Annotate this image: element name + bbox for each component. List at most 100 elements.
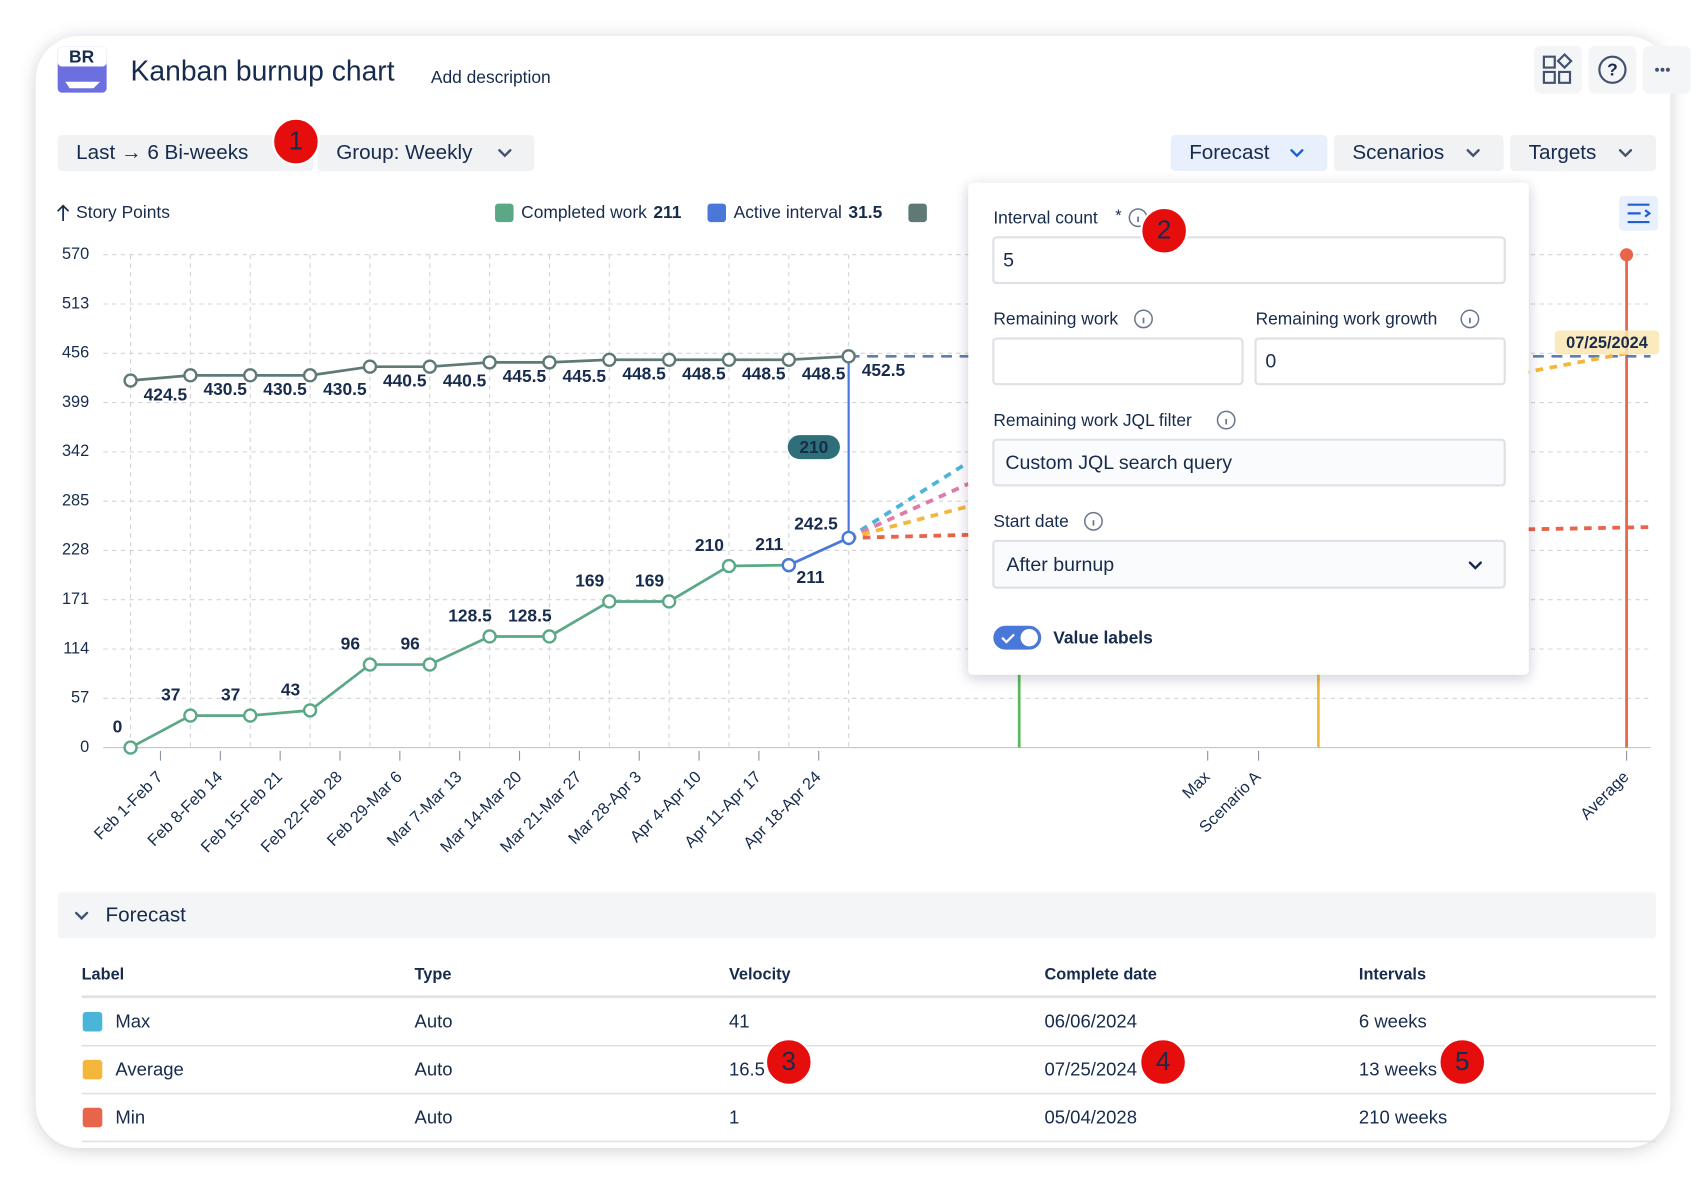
interval-count-input[interactable]: [992, 236, 1506, 285]
start-select[interactable]: [992, 539, 1506, 589]
cell: 13 weeks: [1359, 1059, 1437, 1080]
point: [781, 352, 796, 367]
logo-top: [57, 46, 107, 67]
toggle-knob: [1020, 628, 1038, 647]
legend-label: Active interval: [734, 202, 842, 222]
value-label: 452.5: [862, 360, 906, 380]
help-button[interactable]: [1588, 45, 1637, 94]
column-header: Velocity: [729, 965, 791, 983]
y-tick-label: 0: [80, 738, 89, 756]
point: [602, 352, 617, 367]
y-tick-label: 114: [63, 639, 89, 657]
row-swatch: [82, 1011, 103, 1032]
title: Kanban burnup chart: [131, 54, 395, 86]
value-label: 96: [341, 634, 361, 654]
y-tick-label: 171: [62, 590, 89, 608]
cell: 6 weeks: [1359, 1011, 1427, 1032]
point: [721, 352, 737, 367]
apps-button[interactable]: [1534, 45, 1582, 94]
y-tick-label: 399: [62, 393, 89, 411]
cell: 1: [729, 1106, 739, 1127]
callout-badge: [1139, 1038, 1188, 1086]
point: [123, 740, 138, 755]
value-label: 242.5: [794, 513, 838, 533]
cell: Max: [115, 1011, 151, 1032]
cell: 16.5: [729, 1059, 765, 1080]
chevron: [1468, 561, 1482, 570]
info-icon: [1460, 309, 1480, 329]
value-label: 37: [221, 685, 240, 705]
point: [422, 657, 437, 672]
help-glyph: ?: [1607, 59, 1618, 79]
toolbar-button[interactable]: [1333, 135, 1504, 171]
callout-badge: [764, 1038, 813, 1086]
target-dot: [1620, 248, 1634, 262]
chevron: [1618, 149, 1633, 158]
y-tick-label: 570: [62, 245, 89, 263]
value-label: 0: [113, 717, 123, 737]
legend-swatch: [707, 203, 727, 223]
info-icon: [1083, 511, 1103, 531]
growth-input[interactable]: [1254, 337, 1506, 386]
toggle-check: [1001, 633, 1015, 644]
value-label: 440.5: [383, 371, 427, 391]
y-arrow: [57, 204, 70, 221]
point: [362, 657, 378, 672]
callout-number: 3: [782, 1046, 797, 1076]
legend-label: Completed work: [521, 202, 647, 222]
group-button[interactable]: [317, 135, 535, 171]
toggle-label: Value labels: [1053, 627, 1153, 647]
y-tick-label: 456: [62, 344, 89, 362]
field-label: Interval count: [993, 207, 1098, 227]
legend-swatch: [908, 203, 927, 223]
gap-badge: [787, 435, 840, 460]
point: [602, 594, 617, 609]
toolbar-button[interactable]: [1170, 135, 1328, 171]
value-label: 448.5: [682, 364, 726, 384]
logo-ship: [65, 81, 101, 89]
point: [302, 368, 318, 383]
section-header[interactable]: [57, 892, 1656, 938]
range-label: Last → 6 Bi-weeks: [76, 141, 248, 164]
remaining-work-input[interactable]: [992, 337, 1244, 386]
value-label: 128.5: [508, 605, 552, 625]
series-line: [788, 536, 850, 567]
value-label: 211: [797, 567, 825, 587]
point: [721, 558, 737, 574]
cell: 210 weeks: [1359, 1106, 1447, 1127]
cell: 06/06/2024: [1044, 1011, 1137, 1032]
legend-value: 31.5: [848, 202, 882, 222]
section-title: Forecast: [106, 904, 187, 927]
value-label: 43: [281, 679, 301, 699]
forecast-line: [847, 460, 970, 540]
callout-badge: [1438, 1038, 1487, 1086]
point: [542, 355, 557, 370]
value-label: 440.5: [443, 371, 487, 391]
apps-icon: [1542, 52, 1573, 84]
value-label: 448.5: [802, 364, 846, 384]
toolbar-button-label: Forecast: [1189, 141, 1270, 164]
cell: 41: [729, 1011, 750, 1032]
value-label: 430.5: [203, 379, 247, 399]
cell: Average: [115, 1059, 184, 1080]
help-icon: [1598, 55, 1627, 84]
callout-badge: [272, 117, 320, 166]
point: [661, 594, 677, 609]
value-label: 211: [755, 534, 783, 554]
y-tick-label: 228: [62, 541, 89, 559]
input-value: 0: [1265, 351, 1276, 373]
field-label: Remaining work: [993, 309, 1118, 329]
jql-input[interactable]: [992, 438, 1506, 487]
callout-number: 5: [1455, 1046, 1470, 1076]
value-label: 448.5: [742, 364, 786, 384]
more-dot: [1655, 67, 1659, 72]
toolbar-button-label: Scenarios: [1352, 141, 1444, 164]
series-line: [129, 563, 789, 749]
toolbar-button[interactable]: [1510, 135, 1656, 171]
point: [422, 359, 437, 374]
value-label: 430.5: [323, 379, 367, 399]
range-button[interactable]: [57, 135, 314, 171]
cell: Auto: [415, 1011, 453, 1032]
chevron: [1290, 149, 1304, 158]
